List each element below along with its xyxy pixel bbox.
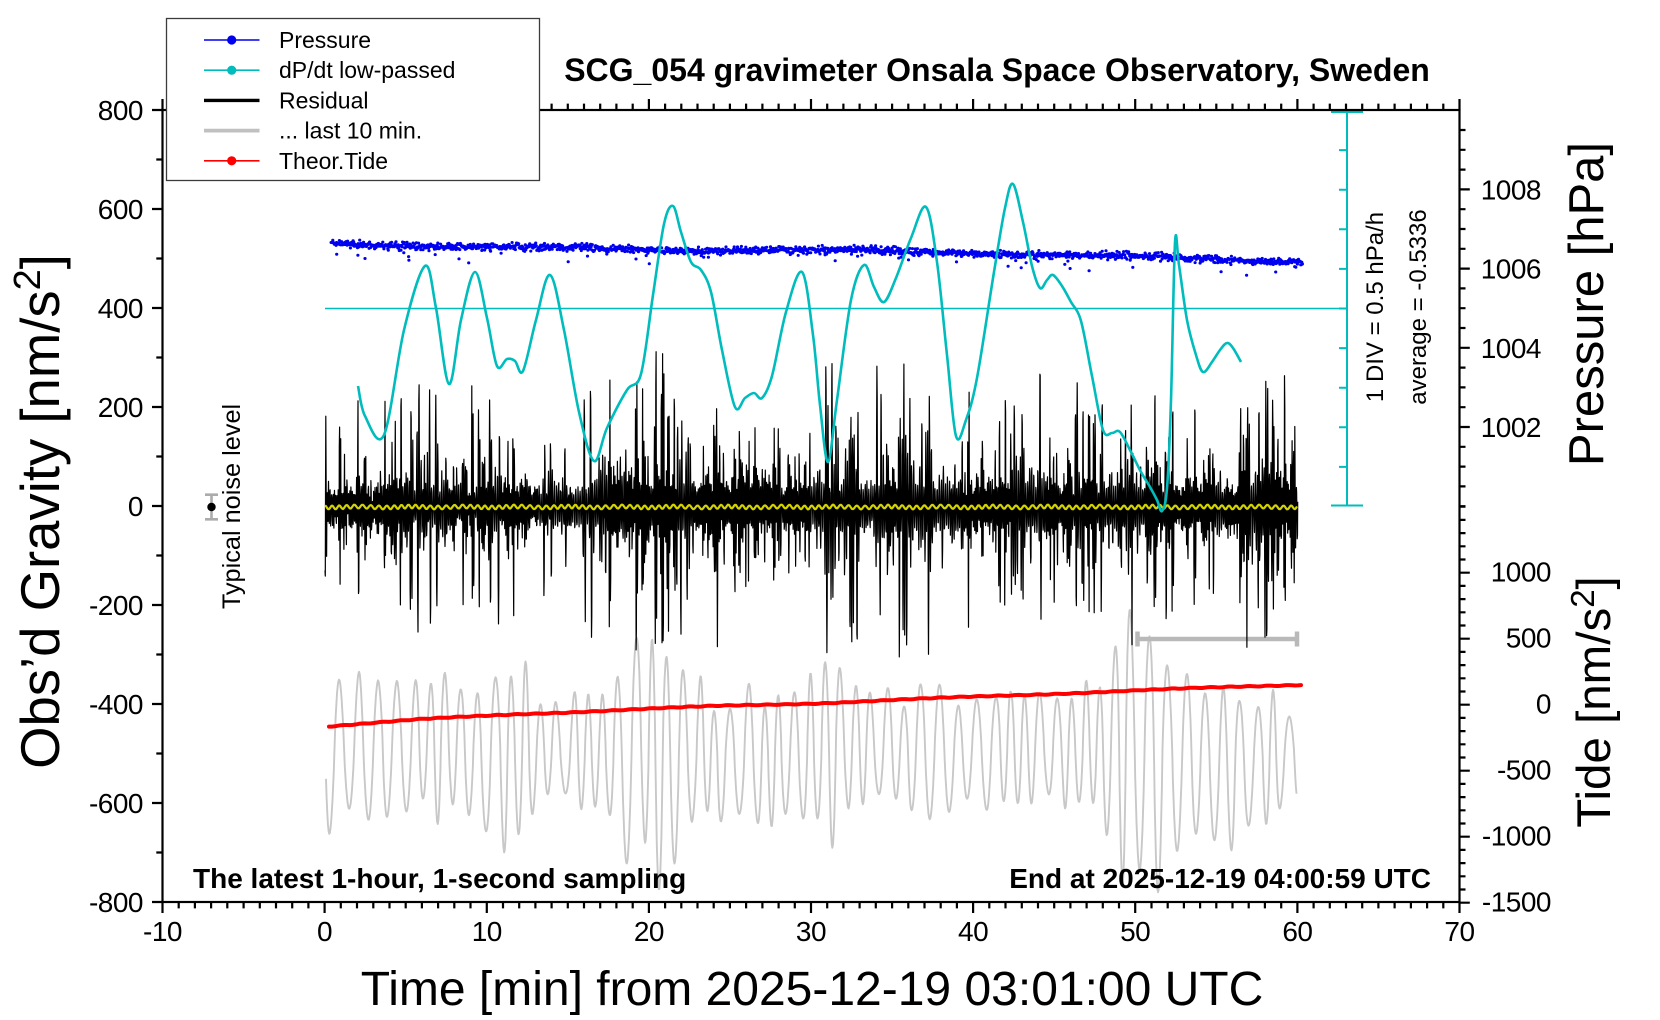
svg-text:dP/dt low-passed: dP/dt low-passed <box>279 57 455 83</box>
svg-text:End at 2025-12-19 04:00:59 UTC: End at 2025-12-19 04:00:59 UTC <box>1009 863 1431 894</box>
svg-text:-400: -400 <box>89 689 143 720</box>
svg-text:1000: 1000 <box>1491 557 1551 588</box>
svg-text:Residual: Residual <box>279 87 369 113</box>
svg-text:-1000: -1000 <box>1482 821 1551 852</box>
svg-text:70: 70 <box>1444 916 1474 947</box>
svg-text:200: 200 <box>98 392 143 423</box>
svg-text:-200: -200 <box>89 590 143 621</box>
svg-text:-1500: -1500 <box>1482 887 1551 918</box>
svg-text:30: 30 <box>796 916 826 947</box>
svg-text:... last 10 min.: ... last 10 min. <box>279 118 422 144</box>
svg-text:Tide [nm/s2]: Tide [nm/s2] <box>1564 576 1621 828</box>
svg-text:1008: 1008 <box>1481 174 1541 205</box>
svg-text:500: 500 <box>1506 623 1551 654</box>
svg-text:Obs’d Gravity [nm/s2]: Obs’d Gravity [nm/s2] <box>7 254 71 769</box>
svg-text:600: 600 <box>98 194 143 225</box>
svg-text:0: 0 <box>1536 689 1551 720</box>
svg-text:1004: 1004 <box>1481 333 1541 364</box>
svg-text:1 DIV = 0.5 hPa/h: 1 DIV = 0.5 hPa/h <box>1362 212 1389 402</box>
svg-text:0: 0 <box>317 916 332 947</box>
svg-text:Typical noise level: Typical noise level <box>218 404 246 609</box>
svg-text:SCG_054 gravimeter Onsala Spac: SCG_054 gravimeter Onsala Space Observat… <box>564 52 1430 88</box>
svg-text:10: 10 <box>472 916 502 947</box>
svg-text:Theor.Tide: Theor.Tide <box>279 148 388 174</box>
svg-text:20: 20 <box>634 916 664 947</box>
svg-text:Pressure: Pressure <box>279 27 371 53</box>
svg-text:Pressure [hPa]: Pressure [hPa] <box>1560 142 1614 466</box>
svg-text:0: 0 <box>128 491 143 522</box>
svg-text:1002: 1002 <box>1481 412 1541 443</box>
svg-text:-800: -800 <box>89 887 143 918</box>
svg-text:Time [min] from 2025-12-19 03:: Time [min] from 2025-12-19 03:01:00 UTC <box>361 963 1264 1016</box>
svg-text:The latest 1-hour, 1-second sa: The latest 1-hour, 1-second sampling <box>193 863 686 894</box>
svg-text:-10: -10 <box>143 916 182 947</box>
svg-text:400: 400 <box>98 293 143 324</box>
svg-text:50: 50 <box>1120 916 1150 947</box>
svg-text:average = -0.5336: average = -0.5336 <box>1405 209 1432 404</box>
svg-text:60: 60 <box>1282 916 1312 947</box>
svg-text:-600: -600 <box>89 788 143 819</box>
svg-text:40: 40 <box>958 916 988 947</box>
svg-text:-500: -500 <box>1497 755 1551 786</box>
svg-text:800: 800 <box>98 95 143 126</box>
svg-text:1006: 1006 <box>1481 254 1541 285</box>
